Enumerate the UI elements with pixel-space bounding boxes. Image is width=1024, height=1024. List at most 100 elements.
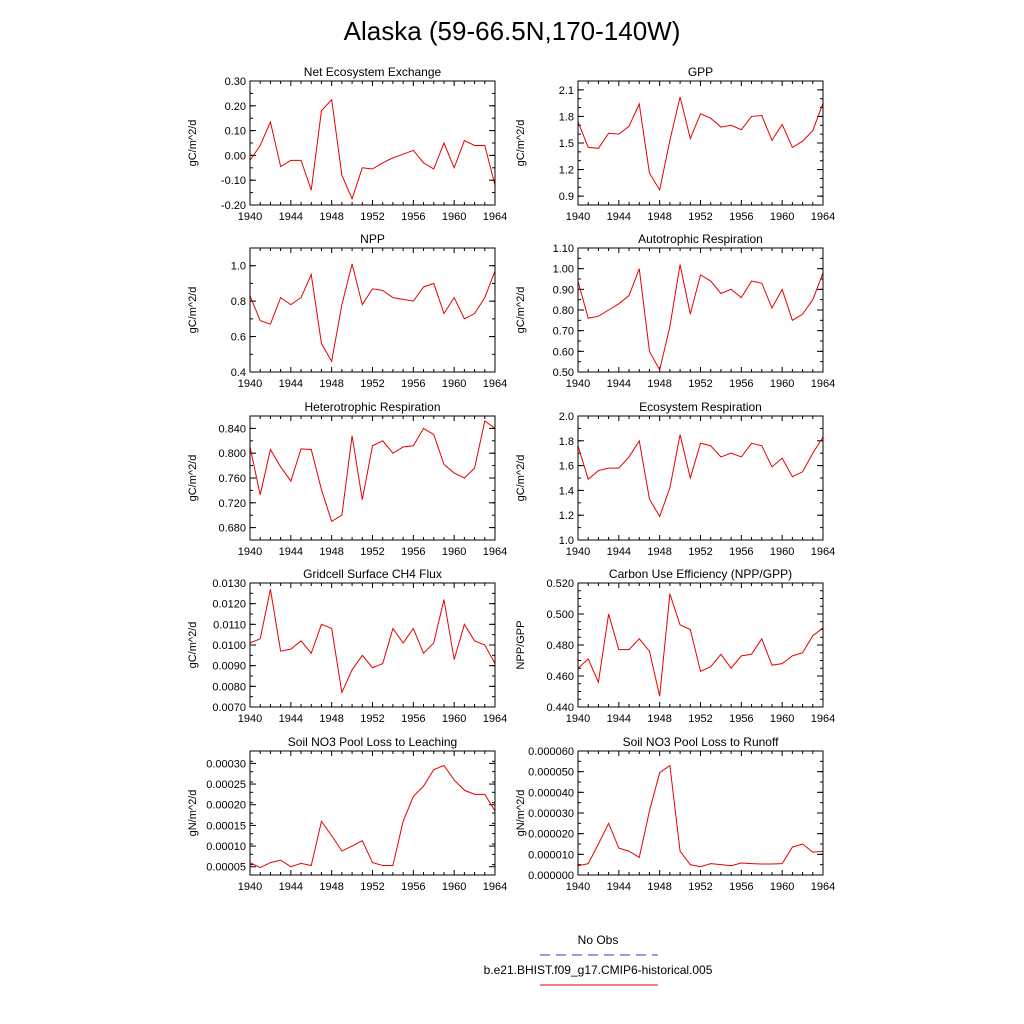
x-tick-label: 1940 xyxy=(238,881,262,893)
y-tick-label: 0.000000 xyxy=(528,870,574,882)
legend: No Obs b.e21.BHIST.f09_g17.CMIP6-histori… xyxy=(484,933,713,986)
x-tick-label: 1964 xyxy=(811,881,835,893)
plot-frame xyxy=(577,415,824,541)
series-line xyxy=(250,98,495,201)
series-line xyxy=(250,420,495,523)
x-tick-label: 1948 xyxy=(319,546,343,558)
y-tick-label: 0.000020 xyxy=(528,829,574,841)
x-tick-label: 1944 xyxy=(607,881,631,893)
x-tick-label: 1948 xyxy=(647,546,671,558)
x-tick-label: 1952 xyxy=(688,713,712,725)
series-line xyxy=(250,589,495,695)
x-tick-label: 1952 xyxy=(360,211,384,223)
y-tick-label: 0.720 xyxy=(218,498,246,510)
x-tick-label: 1944 xyxy=(607,546,631,558)
x-tick-label: 1940 xyxy=(566,211,590,223)
series-line xyxy=(578,593,823,697)
y-tick-label: 1.8 xyxy=(559,111,574,123)
x-tick-label: 1952 xyxy=(688,378,712,390)
y-tick-label: 0.0130 xyxy=(212,578,246,590)
y-tick-label: 0.20 xyxy=(225,101,246,113)
x-tick-label: 1956 xyxy=(401,713,425,725)
y-tick-label: 0.0090 xyxy=(212,661,246,673)
x-tick-label: 1940 xyxy=(238,713,262,725)
plot-frame xyxy=(249,247,496,373)
y-axis-label: gN/m^2/d xyxy=(187,790,199,837)
x-tick-label: 1960 xyxy=(442,881,466,893)
panel-title: Autotrophic Respiration xyxy=(638,232,763,246)
y-tick-label: 0.00010 xyxy=(206,841,246,853)
x-tick-label: 1960 xyxy=(442,378,466,390)
x-tick-label: 1944 xyxy=(607,378,631,390)
panel-title: Soil NO3 Pool Loss to Runoff xyxy=(623,735,780,749)
y-tick-label: 0.000060 xyxy=(528,746,574,758)
plot-frame xyxy=(577,582,824,708)
panel-title: Gridcell Surface CH4 Flux xyxy=(303,567,442,581)
y-tick-label: 0.460 xyxy=(546,671,574,683)
y-tick-label: 2.1 xyxy=(559,85,574,97)
x-tick-label: 1944 xyxy=(279,378,303,390)
x-tick-label: 1956 xyxy=(729,378,753,390)
y-tick-label: 0.000040 xyxy=(528,787,574,799)
x-tick-label: 1960 xyxy=(770,713,794,725)
panel-5: Heterotrophic Respiration 1940 1944 1948 195… xyxy=(187,400,507,558)
x-tick-label: 1944 xyxy=(607,211,631,223)
x-tick-label: 1940 xyxy=(566,713,590,725)
x-tick-label: 1940 xyxy=(238,546,262,558)
x-tick-label: 1964 xyxy=(811,546,835,558)
panel-title: Carbon Use Efficiency (NPP/GPP) xyxy=(609,567,792,581)
x-tick-label: 1944 xyxy=(279,881,303,893)
y-tick-label: 0.0100 xyxy=(212,640,246,652)
y-tick-label: 0.00025 xyxy=(206,779,246,791)
y-tick-label: 0.30 xyxy=(225,76,246,88)
y-tick-label: 1.8 xyxy=(559,436,574,448)
y-tick-label: 0.0120 xyxy=(212,599,246,611)
x-tick-label: 1948 xyxy=(647,211,671,223)
y-tick-label: 2.0 xyxy=(559,411,574,423)
y-tick-label: 0.000050 xyxy=(528,767,574,779)
y-tick-label: 0.60 xyxy=(553,346,574,358)
y-axis-label: gC/m^2/d xyxy=(515,120,527,167)
x-tick-label: 1944 xyxy=(279,546,303,558)
x-tick-label: 1956 xyxy=(729,546,753,558)
panel-title: Ecosystem Respiration xyxy=(639,400,762,414)
y-tick-label: 1.0 xyxy=(231,261,246,273)
y-axis-label: gC/m^2/d xyxy=(515,455,527,502)
x-tick-label: 1960 xyxy=(770,546,794,558)
y-tick-label: -0.10 xyxy=(221,175,246,187)
y-tick-label: 1.2 xyxy=(559,165,574,177)
x-tick-label: 1948 xyxy=(319,881,343,893)
y-axis-label: gC/m^2/d xyxy=(515,287,527,334)
x-tick-label: 1944 xyxy=(279,713,303,725)
panel-title: Heterotrophic Respiration xyxy=(304,400,440,414)
series-line xyxy=(578,264,823,372)
panel-9: Soil NO3 Pool Loss to Leaching 1940 1944 19… xyxy=(187,735,507,893)
y-tick-label: 0.6 xyxy=(231,332,246,344)
x-tick-label: 1964 xyxy=(483,378,507,390)
y-tick-label: 0.00030 xyxy=(206,758,246,770)
y-tick-label: 0.90 xyxy=(553,284,574,296)
y-tick-label: -0.20 xyxy=(221,200,246,212)
panel-10: Soil NO3 Pool Loss to Runoff 1940 1944 1948… xyxy=(515,735,835,893)
x-tick-label: 1956 xyxy=(401,211,425,223)
x-tick-label: 1948 xyxy=(319,378,343,390)
figure-title: Alaska (59-66.5N,170-140W) xyxy=(344,16,681,46)
x-tick-label: 1952 xyxy=(688,546,712,558)
panels: Net Ecosystem Exchange 1940 1944 1948 1952 19… xyxy=(187,65,835,893)
plot-frame xyxy=(249,415,496,541)
x-tick-label: 1964 xyxy=(811,713,835,725)
y-tick-label: 0.760 xyxy=(218,473,246,485)
x-tick-label: 1960 xyxy=(442,546,466,558)
y-axis-label: gC/m^2/d xyxy=(187,120,199,167)
x-tick-label: 1964 xyxy=(483,211,507,223)
y-tick-label: 0.50 xyxy=(553,367,574,379)
series-line xyxy=(250,764,495,869)
x-tick-label: 1940 xyxy=(566,881,590,893)
panel-title: NPP xyxy=(360,232,385,246)
y-tick-label: 1.6 xyxy=(559,461,574,473)
x-tick-label: 1956 xyxy=(401,378,425,390)
legend-label-obs: No Obs xyxy=(578,933,619,947)
y-tick-label: 0.0080 xyxy=(212,681,246,693)
series-line xyxy=(578,764,823,868)
